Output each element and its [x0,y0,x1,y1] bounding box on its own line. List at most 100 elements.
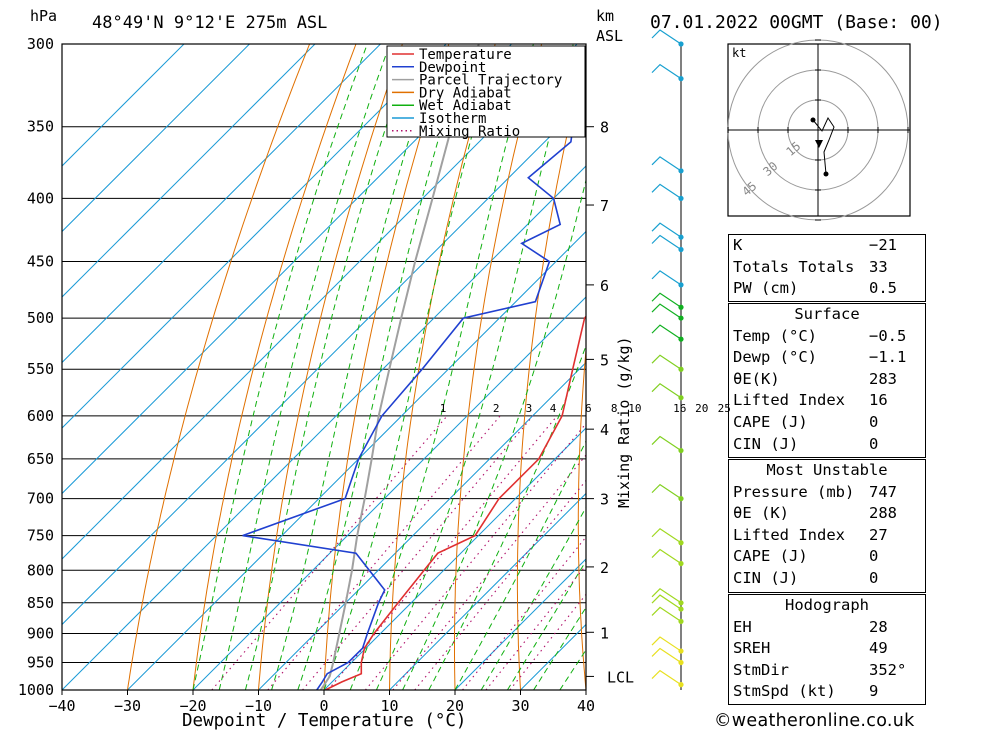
pressure-tick-label: 500 [27,309,54,327]
legend-label: Dewpoint [419,60,486,76]
surface-value: 0 [869,434,879,453]
surface-row: Lifted Index 16 [729,390,925,412]
most-unstable-row: CIN (J) 0 [729,568,925,590]
most-unstable-value: 747 [869,482,897,501]
wind-barb-icon [651,594,682,610]
surface-title: Surface [794,305,860,323]
pressure-tick-label: 400 [27,189,54,207]
legend-label: Isotherm [419,111,486,127]
storm-motion-icon [815,140,823,148]
height-axis: 8 7 6 5 4 3 2 1 LCL [585,44,634,690]
pressure-tick-label: 300 [27,35,54,53]
km-unit-label: km [596,7,614,25]
wind-barb-icon [651,636,682,652]
hodograph-panel: Hodograph EH 28 SREH 49 StmDir 352° StmSpd (kt… [728,594,926,705]
mixing-ratio-label: 16 [673,402,686,415]
mixing-ratio-label: 10 [628,402,641,415]
surface-row: CIN (J) 0 [729,434,925,456]
hodograph-end-point [823,171,829,177]
dry-adiabat-line [637,44,681,690]
mixing-ratio-label: 6 [585,402,592,415]
pressure-tick-label: 650 [27,450,54,468]
surface-value: 0 [869,412,879,431]
hodograph-stat-value: 9 [869,682,879,701]
wind-barb-icon [651,234,682,250]
pressure-tick-label: 350 [27,118,54,136]
x-tick-label: 40 [577,697,595,715]
wet-adiabat-line [375,44,574,690]
hodograph-stat-row: StmDir 352° [729,660,925,682]
pressure-tick-label: 1000 [18,681,54,699]
temperature-axis: −40 −30 −20 −10 0 10 20 30 40 [48,690,595,715]
isotherm-line [258,361,586,690]
wet-adiabat-line [192,44,368,690]
surface-label: Temp (°C) [733,326,817,345]
surface-value: −0.5 [869,326,907,345]
mixing-ratio-line [302,415,534,690]
index-value: 0.5 [869,279,897,298]
wet-adiabat-line [218,44,391,690]
legend-label: Wet Adiabat [419,98,512,114]
most-unstable-label: CAPE (J) [733,547,808,566]
wind-barb-icon [651,354,682,370]
pressure-tick-label: 850 [27,594,54,612]
x-tick-label: −30 [114,697,141,715]
isotherm-line [127,230,586,690]
hodograph-stat-row: SREH 49 [729,638,925,660]
most-unstable-label: θE (K) [733,504,789,523]
wet-adiabat-line [454,439,586,690]
index-value: −21 [869,236,897,254]
wind-barb-icon [651,606,682,622]
most-unstable-panel: Most Unstable Pressure (mb) 747 θE (K) 288 L… [728,459,926,593]
mixing-ratio-label: 25 [718,402,731,415]
legend-label: Parcel Trajectory [419,73,562,89]
surface-label: θE(K) [733,369,780,388]
pressure-tick-label: 800 [27,561,54,579]
most-unstable-label: Lifted Index [733,525,845,544]
wet-adiabat-line [297,44,468,690]
mixing-ratio-label: 2 [493,402,500,415]
mixing-ratio-labels: 1 2 3 4 6 8 10 16 20 25 [440,402,731,415]
temperature-line [324,315,586,690]
wind-barb-profile [651,29,684,690]
hodograph-stat-label: SREH [733,639,771,658]
x-tick-label: −10 [245,697,272,715]
location-title: 48°49'N 9°12'E 275m ASL [92,13,327,33]
km-tick-label: 4 [600,421,609,439]
mixing-ratio-label: 20 [695,402,708,415]
most-unstable-title: Most Unstable [766,461,888,479]
km-tick-label: 2 [600,559,609,577]
mixing-ratio-axis-label: Mixing Ratio (g/kg) [615,336,633,508]
wind-barb-icon [651,270,682,286]
index-label: K [733,236,743,254]
legend-label: Temperature [419,47,512,63]
surface-row: Dewp (°C) −1.1 [729,347,925,369]
km-tick-label: 3 [600,491,609,509]
isotherm-line [62,165,586,690]
wind-barb-icon [651,156,682,172]
hodograph-table-title: Hodograph [785,596,869,614]
x-tick-label: 0 [319,697,328,715]
wet-adiabat-line [349,44,534,690]
most-unstable-label: CIN (J) [733,568,799,587]
x-tick-label: 20 [446,697,464,715]
most-unstable-row: CAPE (J) 0 [729,546,925,568]
km-tick-label: LCL [607,668,634,686]
surface-label: Dewp (°C) [733,348,817,367]
pressure-tick-label: 550 [27,360,54,378]
hodograph-stat-row: EH 28 [729,617,925,639]
legend-label: Dry Adiabat [419,85,512,101]
asl-unit-label: ASL [596,27,623,45]
wind-barb-icon [651,222,682,238]
most-unstable-row: Pressure (mb) 747 [729,482,925,504]
hodograph-unit: kt [732,46,746,60]
background-lines [62,44,728,690]
km-tick-label: 5 [600,351,609,369]
isotherm-line [62,44,185,167]
surface-row: Temp (°C) −0.5 [729,326,925,348]
wind-barb-icon [651,669,682,686]
dry-adiabat-line [695,44,728,690]
most-unstable-value: 288 [869,504,897,523]
